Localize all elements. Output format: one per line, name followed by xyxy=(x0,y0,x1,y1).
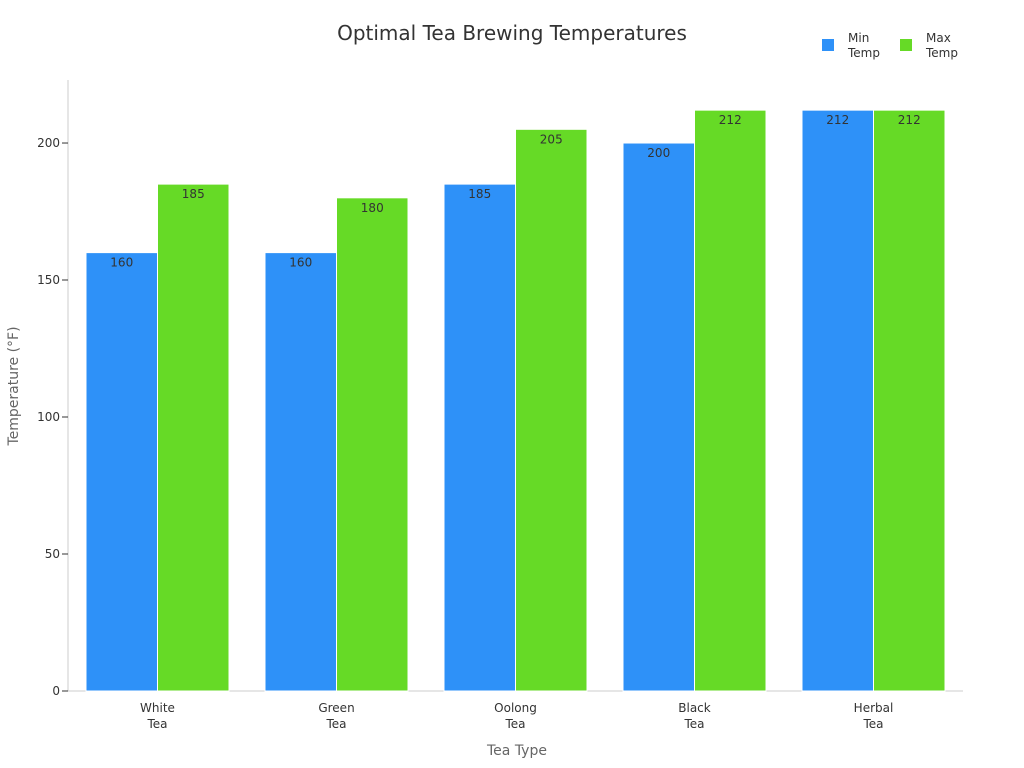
x-axis-title: Tea Type xyxy=(486,743,547,759)
bar-min-temp-green-tea xyxy=(264,252,337,692)
data-label: 160 xyxy=(110,256,133,270)
x-tick-label-line: Tea xyxy=(504,717,525,731)
legend-swatch xyxy=(822,39,834,51)
x-tick-label-line: Tea xyxy=(862,717,883,731)
x-tick-label: White Tea xyxy=(140,701,175,731)
y-tick-label: 0 xyxy=(52,684,60,698)
x-tick-label: Oolong Tea xyxy=(494,701,537,731)
legend-swatch xyxy=(900,39,912,51)
y-axis-title: Temperature (°F) xyxy=(6,326,22,446)
legend-label: Min Temp xyxy=(847,31,880,60)
bar-min-temp-herbal-tea xyxy=(801,109,874,692)
legend-label-line: Temp xyxy=(847,46,880,60)
legend-label: Max Temp xyxy=(925,31,958,60)
data-label: 200 xyxy=(647,146,670,160)
y-tick-label: 100 xyxy=(37,410,60,424)
legend-label-line: Temp xyxy=(925,46,958,60)
bar-min-temp-black-tea xyxy=(622,142,695,692)
legend-label-line: Min xyxy=(848,31,869,45)
legend-label-line: Max xyxy=(926,31,951,45)
bar-max-temp-black-tea xyxy=(694,109,767,692)
bar-max-temp-green-tea xyxy=(336,197,409,692)
x-tick-label-line: Black xyxy=(678,701,711,715)
x-tick-label-line: Tea xyxy=(325,717,346,731)
x-tick-label-line: Herbal xyxy=(854,701,894,715)
data-label: 212 xyxy=(719,113,742,127)
data-label: 160 xyxy=(289,256,312,270)
data-label: 212 xyxy=(898,113,921,127)
bar-min-temp-white-tea xyxy=(85,252,158,692)
plot-area: 0 50 100 150 200 160 185 White Tea 160 180 Green Tea… xyxy=(37,80,963,731)
x-tick-label: Herbal Tea xyxy=(854,701,894,731)
bar-min-temp-oolong-tea xyxy=(443,183,516,692)
x-tick-label-line: Tea xyxy=(683,717,704,731)
x-tick-label-line: White xyxy=(140,701,175,715)
y-tick-label: 50 xyxy=(45,547,60,561)
y-tick-label: 200 xyxy=(37,136,60,150)
x-tick-label: Green Tea xyxy=(318,701,354,731)
bar-max-temp-white-tea xyxy=(157,183,230,692)
x-tick-label: Black Tea xyxy=(678,701,711,731)
data-label: 185 xyxy=(182,187,205,201)
y-tick-label: 150 xyxy=(37,273,60,287)
bar-max-temp-herbal-tea xyxy=(873,109,946,692)
data-label: 180 xyxy=(361,201,384,215)
data-label: 212 xyxy=(826,113,849,127)
chart-title: Optimal Tea Brewing Temperatures xyxy=(337,21,687,45)
data-label: 185 xyxy=(468,187,491,201)
x-tick-label-line: Oolong xyxy=(494,701,537,715)
x-tick-label-line: Tea xyxy=(146,717,167,731)
bar-max-temp-oolong-tea xyxy=(515,128,588,692)
data-label: 205 xyxy=(540,132,563,146)
x-tick-label-line: Green xyxy=(318,701,354,715)
